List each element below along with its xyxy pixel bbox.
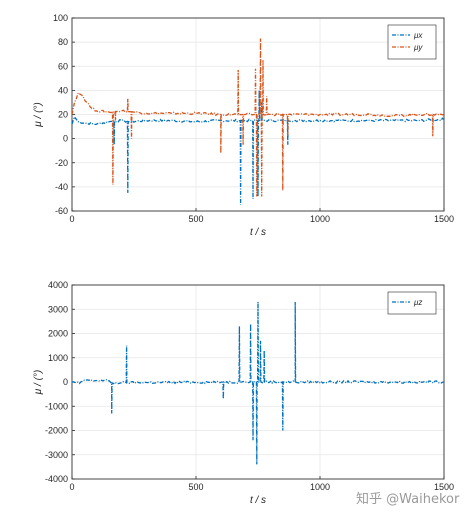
- y-tick-label: 40: [58, 85, 68, 95]
- y-axis-label: μ / (°): [33, 370, 44, 395]
- x-tick-label: 1000: [310, 214, 330, 224]
- y-tick-label: -40: [55, 182, 68, 192]
- legend-label: μz: [413, 298, 422, 307]
- legend-label: μx: [413, 31, 423, 40]
- x-axis-label: t / s: [250, 227, 266, 238]
- x-tick-label: 1000: [310, 482, 330, 492]
- y-tick-label: 3000: [48, 304, 68, 314]
- x-tick-label: 500: [188, 482, 203, 492]
- legend-box: [387, 24, 437, 60]
- y-tick-label: 1000: [48, 353, 68, 363]
- x-tick-label: 0: [69, 482, 74, 492]
- series-line-μx: [72, 90, 444, 206]
- y-tick-label: 20: [58, 110, 68, 120]
- x-axis-label: t / s: [250, 495, 266, 506]
- x-tick-label: 1500: [434, 214, 454, 224]
- y-tick-label: 0: [63, 134, 68, 144]
- y-tick-label: 0: [63, 377, 68, 387]
- x-tick-label: 1500: [434, 482, 454, 492]
- y-tick-label: 4000: [48, 280, 68, 290]
- legend-label: μy: [413, 43, 423, 52]
- y-tick-label: -3000: [45, 450, 68, 460]
- y-tick-label: -20: [55, 158, 68, 168]
- series-line-μy: [72, 38, 444, 197]
- y-tick-label: -4000: [45, 474, 68, 484]
- y-tick-label: 2000: [48, 329, 68, 339]
- x-tick-label: 500: [188, 214, 203, 224]
- y-axis-label: μ / (°): [33, 102, 44, 127]
- y-tick-label: 100: [53, 13, 68, 23]
- y-tick-label: -1000: [45, 401, 68, 411]
- y-tick-label: 60: [58, 61, 68, 71]
- x-tick-label: 0: [69, 214, 74, 224]
- y-tick-label: -2000: [45, 426, 68, 436]
- y-tick-label: 80: [58, 37, 68, 47]
- y-tick-label: -60: [55, 206, 68, 216]
- legend-box: [387, 291, 437, 315]
- watermark: 知乎 @Waihekor: [356, 491, 460, 507]
